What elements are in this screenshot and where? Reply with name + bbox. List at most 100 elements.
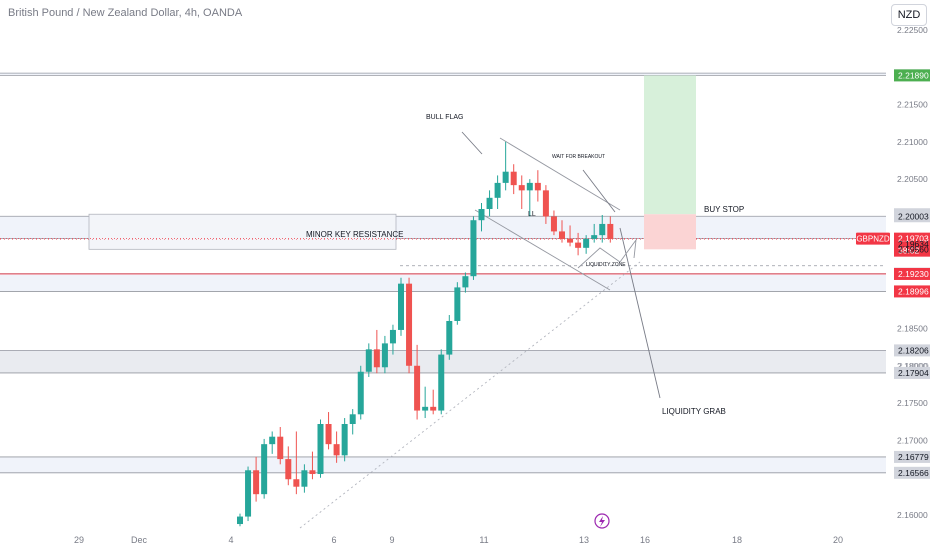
- candle-body: [422, 406, 429, 411]
- x-tick-label: 9: [389, 535, 394, 545]
- candle-body: [559, 231, 565, 239]
- candle-body: [438, 354, 445, 411]
- mid-support-zone: [0, 273, 886, 292]
- candle-body: [333, 444, 340, 456]
- candle-body: [253, 470, 260, 495]
- y-tick-label: 2.18500: [897, 323, 928, 333]
- y-tick-label: 2.16000: [897, 510, 928, 520]
- price-label: 2.20003: [898, 211, 929, 221]
- candle-body: [285, 459, 292, 480]
- price-label: 2.16566: [898, 468, 929, 478]
- flag-upper-line: [499, 137, 621, 211]
- price-label: 2.19703: [898, 234, 929, 244]
- y-tick-label: 2.21000: [897, 137, 928, 147]
- annotation-minor-key-resistance: MINOR KEY RESISTANCE: [306, 230, 404, 239]
- candle-body: [325, 424, 332, 445]
- x-tick-label: 16: [640, 535, 650, 545]
- candle-body: [349, 414, 356, 424]
- annotation-liquidity-zone: LIQUIDITY ZONE: [586, 262, 626, 268]
- x-tick-label: 29: [74, 535, 84, 545]
- candle-body: [237, 516, 243, 525]
- candle-body: [406, 283, 413, 366]
- breakout-arrow-line: [582, 169, 616, 213]
- candle-body: [526, 182, 533, 191]
- x-tick-label: 13: [579, 535, 589, 545]
- price-label: 2.18206: [898, 345, 929, 355]
- candle-body: [414, 365, 421, 411]
- candle-body: [293, 479, 300, 487]
- price-label: 2.19230: [898, 269, 929, 279]
- candle-body: [301, 470, 308, 487]
- price-label: 2.19560: [898, 244, 929, 254]
- candle-body: [454, 287, 461, 321]
- y-tick-label: 2.17000: [897, 435, 928, 445]
- profit-zone: [644, 75, 696, 215]
- candle-body: [430, 406, 437, 411]
- price-label: 2.16779: [898, 452, 929, 462]
- candle-body: [365, 349, 372, 372]
- stop-zone: [644, 214, 696, 250]
- candle-body: [389, 329, 396, 344]
- candle-body: [309, 470, 316, 475]
- candle-body: [542, 190, 549, 217]
- x-tick-label: Dec: [131, 535, 148, 545]
- candle-body: [269, 436, 276, 445]
- countdown-label: 38:02: [898, 246, 920, 256]
- annotation-bull-flag: BULL FLAG: [426, 114, 463, 121]
- candle-body: [478, 209, 485, 221]
- price-label-box: [894, 267, 930, 280]
- candle-body: [470, 220, 477, 277]
- bottom-zone: [0, 456, 886, 473]
- flag-lower-line: [474, 209, 611, 291]
- x-tick-label: 4: [228, 535, 233, 545]
- candle-body: [261, 444, 268, 495]
- price-label: 2.18000: [898, 361, 929, 371]
- price-label-box: [894, 450, 930, 463]
- bull-flag-arrow-line: [461, 131, 483, 155]
- candle-body: [317, 424, 324, 475]
- candle-body: [494, 182, 501, 198]
- resistance-box: [88, 213, 397, 250]
- candle-body: [575, 242, 582, 248]
- projected-path: [577, 238, 637, 269]
- price-label: 2.17904: [898, 368, 929, 378]
- candle-body: [462, 276, 469, 288]
- candle-body: [502, 171, 509, 183]
- candle-body: [277, 436, 284, 460]
- candle-body: [550, 216, 557, 232]
- upper-target-band: [0, 73, 886, 76]
- candle-body: [357, 371, 364, 415]
- candle-body: [567, 238, 574, 243]
- candle-body: [583, 238, 590, 248]
- candle-body: [381, 343, 388, 368]
- lightning-glyph-icon: [599, 516, 605, 527]
- candle-body: [607, 223, 614, 239]
- price-label: 2.19634: [898, 239, 929, 249]
- price-label-box: [894, 344, 930, 357]
- y-tick-label: 2.21500: [897, 100, 928, 110]
- symbol-tag: [856, 232, 890, 245]
- candle-body: [534, 182, 541, 191]
- annotation-wait-for-breakout: WAIT FOR BREAKOUT: [552, 154, 605, 160]
- event-lightning-icon: [594, 513, 610, 529]
- price-label-box: [894, 69, 930, 82]
- price-label-box: [894, 232, 930, 257]
- price-label-box: [894, 285, 930, 298]
- candle-body: [486, 197, 493, 210]
- candle-body: [245, 470, 252, 517]
- lower-trendline: [299, 261, 641, 529]
- candle-body: [518, 185, 525, 191]
- price-label-box: [894, 466, 930, 479]
- currency-button[interactable]: NZD: [891, 4, 927, 26]
- liquidity-grab-arrow-line: [619, 227, 661, 399]
- y-tick-label: 2.18000: [897, 361, 928, 371]
- price-label: 2.18996: [898, 286, 929, 296]
- x-tick-label: 18: [732, 535, 742, 545]
- chart-title: British Pound / New Zealand Dollar, 4h, …: [8, 7, 243, 19]
- annotation-buy-stop: BUY STOP: [704, 205, 744, 214]
- candle-body: [599, 223, 606, 236]
- candle-body: [373, 349, 380, 368]
- candle-body: [341, 424, 348, 456]
